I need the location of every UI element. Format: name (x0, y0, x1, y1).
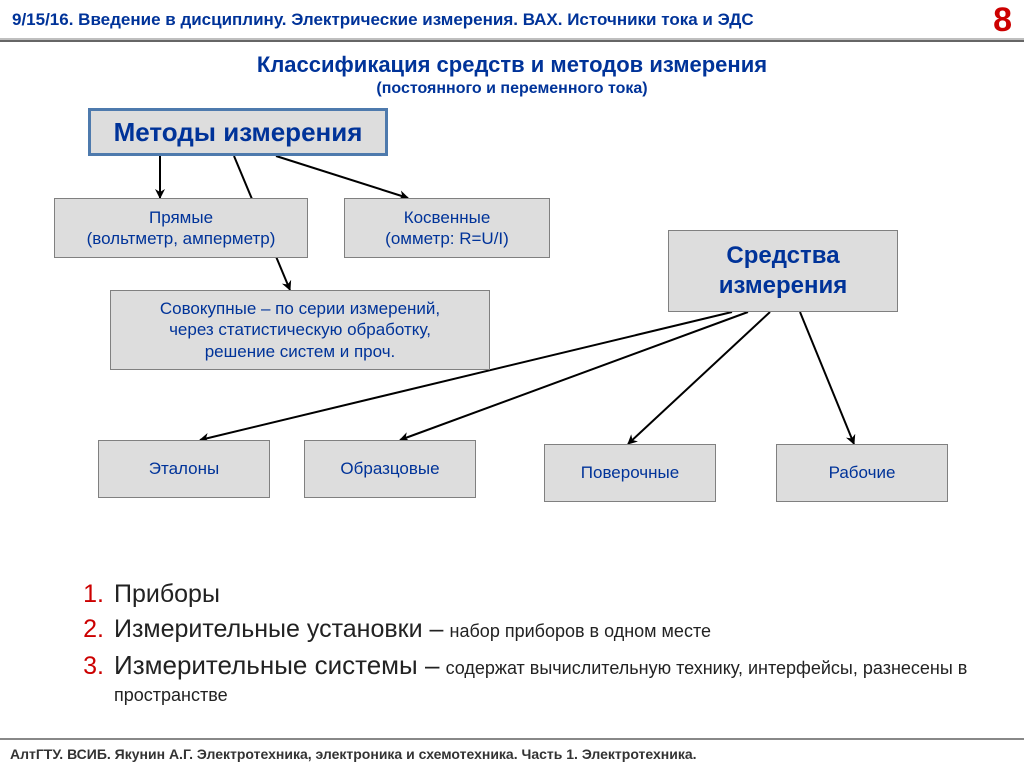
slide-header: 9/15/16. Введение в дисциплину. Электрич… (0, 0, 1024, 36)
node-indirect: Косвенные(омметр: R=U/I) (344, 198, 550, 258)
footer-rule (0, 738, 1024, 740)
list-number: 2. (80, 615, 114, 644)
node-working: Рабочие (776, 444, 948, 502)
node-sample: Образцовые (304, 440, 476, 498)
list-item: 3. Измерительные системы – содержат вычи… (80, 650, 980, 707)
list-number: 1. (80, 580, 114, 609)
list-item: 2. Измерительные установки – набор прибо… (80, 615, 980, 644)
node-etalon: Эталоны (98, 440, 270, 498)
list-number: 3. (80, 652, 114, 681)
node-root1: Методы измерения (88, 108, 388, 156)
list-text: Измерительные системы – содержат вычисли… (114, 650, 980, 707)
slide-title: Классификация средств и методов измерени… (0, 52, 1024, 78)
list-item: 1. Приборы (80, 580, 980, 609)
slide-footer: АлтГТУ. ВСИБ. Якунин А.Г. Электротехника… (10, 746, 697, 762)
list-text: Приборы (114, 580, 980, 609)
node-aggregate: Совокупные – по серии измерений,через ст… (110, 290, 490, 370)
header-rule-inner (0, 40, 1024, 42)
list-text: Измерительные установки – набор приборов… (114, 615, 980, 644)
page-number: 8 (993, 1, 1012, 40)
slide-subtitle: (постоянного и переменного тока) (0, 80, 1024, 98)
enumerated-list: 1. Приборы 2. Измерительные установки – … (80, 580, 980, 713)
node-root2: Средстваизмерения (668, 230, 898, 312)
node-direct: Прямые(вольтметр, амперметр) (54, 198, 308, 258)
node-checking: Поверочные (544, 444, 716, 502)
breadcrumb: 9/15/16. Введение в дисциплину. Электрич… (12, 10, 754, 30)
